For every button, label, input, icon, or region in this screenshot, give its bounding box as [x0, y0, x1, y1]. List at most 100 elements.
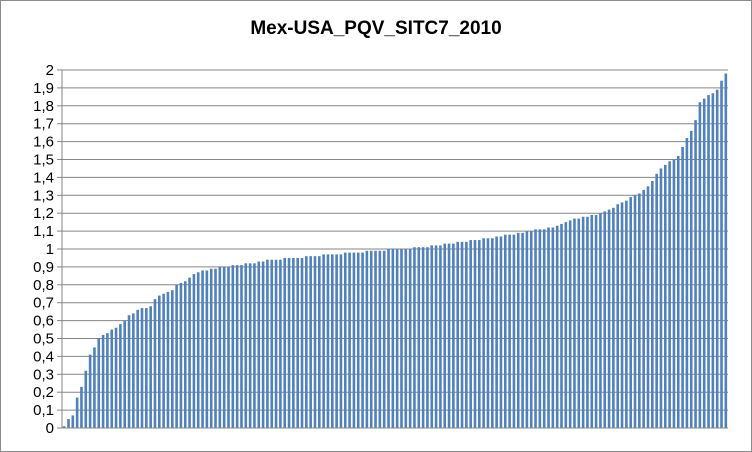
y-tick-label: 1,3	[33, 187, 54, 204]
bar	[534, 229, 537, 428]
bar	[365, 250, 369, 428]
bar	[594, 214, 598, 428]
bar	[106, 333, 109, 428]
bar	[646, 186, 650, 428]
bar	[287, 257, 291, 428]
bar	[279, 259, 282, 428]
bar	[162, 293, 165, 428]
y-tick-label: 1,9	[33, 80, 54, 97]
bar	[361, 252, 364, 428]
bar	[209, 268, 213, 428]
bar	[283, 257, 287, 428]
bar	[119, 324, 122, 428]
bar	[568, 220, 572, 428]
bar	[227, 266, 230, 428]
bar	[339, 254, 343, 428]
bar	[577, 218, 581, 428]
y-tick-label: 0,4	[33, 348, 54, 365]
bar	[651, 180, 654, 428]
bar	[395, 249, 399, 428]
bar	[123, 320, 126, 428]
bar	[711, 93, 715, 429]
bar	[80, 386, 83, 428]
y-tick-label: 1,4	[33, 169, 54, 186]
bar	[724, 73, 728, 428]
y-tick-label: 0,2	[33, 384, 54, 401]
bar	[222, 266, 226, 428]
bar	[681, 146, 684, 428]
bar	[158, 295, 161, 428]
bar	[529, 231, 533, 428]
bar	[132, 313, 135, 428]
y-tick-label: 1	[46, 241, 54, 258]
bar	[382, 250, 386, 428]
bar	[616, 204, 620, 428]
bar	[179, 283, 183, 428]
bar	[564, 222, 568, 428]
bar	[538, 229, 542, 428]
bar	[698, 102, 702, 428]
bar	[434, 245, 438, 428]
bar	[426, 247, 429, 428]
bar	[715, 89, 719, 428]
bar	[97, 338, 101, 428]
bar	[93, 347, 96, 428]
bar	[408, 249, 412, 428]
bar	[305, 256, 308, 428]
bar	[110, 329, 114, 428]
bar	[322, 254, 325, 428]
bar	[655, 173, 658, 428]
y-tick-label: 1,6	[33, 134, 54, 151]
bar	[318, 256, 321, 428]
bar	[88, 354, 92, 428]
bar	[499, 236, 503, 428]
bar	[170, 290, 174, 428]
bar	[292, 257, 295, 428]
bar	[642, 189, 645, 428]
bar	[127, 315, 131, 428]
bar	[603, 211, 607, 428]
bar	[685, 138, 689, 428]
bar	[145, 308, 148, 428]
bar	[201, 270, 204, 428]
bar	[309, 256, 312, 428]
y-tick-label: 1,5	[33, 152, 54, 169]
bar	[296, 257, 299, 428]
bar	[430, 245, 434, 428]
bar	[663, 164, 667, 428]
bar	[443, 243, 447, 428]
bar	[417, 247, 421, 428]
bar	[491, 238, 494, 428]
bar	[465, 241, 468, 428]
y-tick-label: 0	[46, 420, 54, 437]
bar	[676, 155, 680, 429]
y-tick-label: 1,1	[33, 223, 54, 240]
bar	[503, 234, 507, 428]
bar	[343, 252, 347, 428]
y-tick-label: 0,8	[33, 277, 54, 294]
bar	[694, 120, 697, 429]
bar	[67, 419, 70, 428]
bar	[482, 238, 485, 428]
bar	[668, 161, 671, 429]
y-tick-label: 0,1	[33, 402, 54, 419]
bar	[439, 245, 442, 428]
axes	[61, 70, 728, 429]
bar	[586, 216, 589, 428]
bar	[707, 95, 710, 428]
bar	[136, 309, 139, 428]
bar	[473, 240, 477, 428]
y-axis-tick-labels: 00,10,20,30,40,50,60,70,80,911,11,21,31,…	[33, 62, 54, 437]
y-tick-label: 0,9	[33, 259, 54, 276]
bar	[547, 227, 550, 428]
bar	[625, 200, 628, 428]
bar	[555, 225, 559, 428]
bar	[590, 214, 594, 428]
bar	[235, 265, 239, 428]
bar	[460, 241, 464, 428]
bar	[689, 130, 693, 429]
bar	[166, 291, 170, 428]
bar	[421, 247, 425, 428]
bar	[244, 263, 248, 428]
